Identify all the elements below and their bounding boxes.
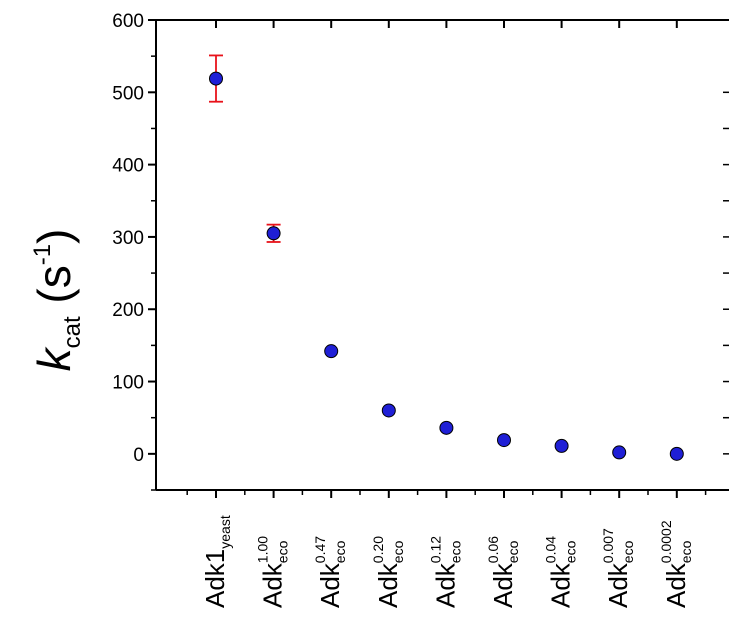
data-point — [266, 226, 281, 241]
y-axis-label: kcat (s-1) — [28, 229, 86, 372]
category-label: Adkeco — [546, 540, 579, 608]
data-point — [497, 433, 511, 448]
category-label: Adkeco — [258, 540, 291, 608]
category-sup: 0.12 — [427, 536, 443, 563]
y-ticks: 0 100 200 300 400 500 600 — [112, 11, 156, 491]
category-sub: eco — [275, 540, 291, 563]
category-sup: 0.47 — [312, 536, 328, 563]
category-base: Adk — [661, 562, 691, 608]
category-sup: 0.0002 — [658, 520, 674, 563]
category-base: Adk1 — [200, 549, 230, 608]
category-base: Adk — [430, 562, 460, 608]
category-sub: eco — [447, 540, 463, 563]
category-label: Adkeco — [488, 540, 521, 608]
category-label: Adkeco — [661, 540, 694, 608]
category-sup: 0.04 — [543, 536, 559, 563]
ylabel-unit-open: (s — [28, 265, 80, 316]
y-tick-label: 200 — [112, 300, 144, 321]
ylabel-unit-close: ) — [28, 229, 80, 244]
category-sub: eco — [332, 540, 348, 563]
category-sup: 0.06 — [485, 536, 501, 563]
data-point — [209, 71, 223, 86]
y-tick-label: 400 — [112, 156, 144, 177]
category-sub: eco — [678, 540, 694, 563]
category-sub: yeast — [217, 515, 233, 549]
category-sup: 0.007 — [600, 528, 616, 563]
ylabel-sub: cat — [59, 316, 86, 348]
y-tick-label: 600 — [112, 11, 144, 32]
category-base: Adk — [258, 562, 288, 608]
category-label: Adkeco — [315, 540, 348, 608]
category-labels: Adk1yeastAdkecoAdkecoAdkecoAdkecoAdkecoA… — [200, 515, 694, 608]
data-point — [439, 420, 454, 435]
category-sub: eco — [505, 540, 521, 563]
category-base: Adk — [546, 562, 576, 608]
axes — [155, 19, 729, 491]
category-label: Adk1yeast — [200, 515, 233, 608]
y-tick-label: 500 — [112, 83, 144, 104]
y-tick-label: 300 — [112, 228, 144, 249]
category-label: Adkeco — [603, 540, 636, 608]
category-sub: eco — [390, 540, 406, 563]
category-label: Adkeco — [430, 540, 463, 608]
data-point — [554, 438, 569, 453]
y-axis-title: kcat (s-1) — [28, 229, 86, 372]
data-point — [381, 403, 396, 418]
category-sub: eco — [620, 540, 636, 563]
category-base: Adk — [603, 562, 633, 608]
category-sup: 0.20 — [370, 536, 386, 563]
category-label: Adkeco — [373, 540, 406, 608]
data-point — [324, 344, 339, 359]
category-base: Adk — [373, 562, 403, 608]
category-sup: 1.00 — [255, 536, 271, 563]
category-base: Adk — [488, 562, 518, 608]
data-points — [209, 71, 684, 461]
ylabel-k: k — [28, 346, 80, 371]
ylabel-sup: -1 — [29, 244, 56, 265]
data-point — [669, 446, 684, 461]
data-point — [612, 445, 627, 460]
right-ticks — [723, 91, 729, 455]
y-tick-label: 100 — [112, 373, 144, 394]
category-sub: eco — [563, 540, 579, 563]
category-base: Adk — [315, 562, 345, 608]
x-ticks — [186, 20, 707, 498]
y-tick-label: 0 — [133, 445, 144, 466]
